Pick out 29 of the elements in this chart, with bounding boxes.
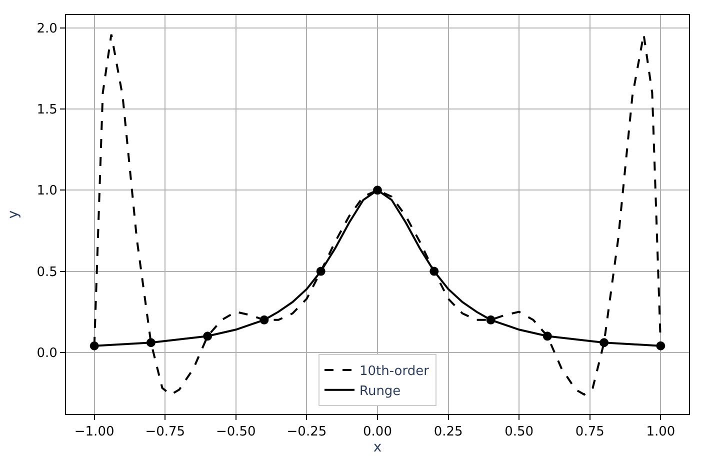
x-axis-title: x: [373, 440, 382, 456]
x-tick-label: −1.00: [74, 424, 114, 440]
y-tick-label: 1.0: [36, 184, 58, 199]
point: [430, 266, 439, 276]
x-tick-label: 0.75: [575, 424, 604, 440]
y-tick-label: 1.5: [36, 102, 58, 118]
point: [656, 341, 666, 350]
y-tick-label: 2.0: [36, 22, 58, 37]
point: [542, 332, 552, 341]
legend-label: Runge: [360, 384, 401, 399]
y-tick-label: 0.0: [36, 346, 58, 361]
point: [260, 315, 269, 324]
x-tick-label: 0.25: [434, 424, 463, 440]
x-tick-label: −0.75: [145, 424, 186, 440]
point: [146, 338, 156, 348]
x-tick-label: −0.25: [286, 424, 327, 440]
point: [316, 266, 326, 276]
legend-label: 10th-order: [360, 364, 430, 380]
y-axis-title: y: [5, 210, 22, 219]
x-tick-label: 0.00: [363, 424, 392, 440]
x-tick-label: 0.50: [504, 424, 534, 440]
x-tick-label: 1.00: [646, 424, 676, 440]
point: [203, 332, 212, 341]
point: [90, 341, 99, 350]
point: [373, 186, 382, 195]
x-tick-label: −0.50: [216, 424, 256, 440]
point: [600, 338, 609, 348]
point: [486, 315, 496, 324]
y-tick-label: 0.5: [36, 264, 58, 280]
